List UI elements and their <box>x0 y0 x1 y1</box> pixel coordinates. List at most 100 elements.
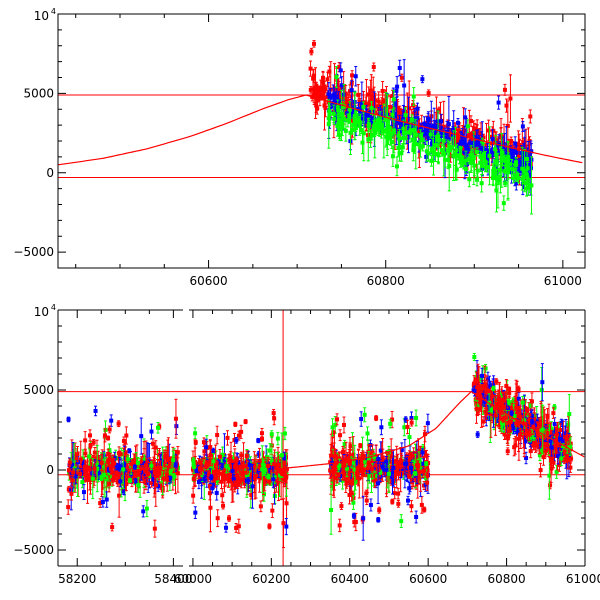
data-point <box>483 159 488 164</box>
data-point <box>66 417 71 422</box>
data-point <box>373 104 378 109</box>
data-point <box>482 148 487 153</box>
data-point <box>142 457 147 462</box>
data-point <box>110 525 115 530</box>
data-point <box>320 75 325 80</box>
data-point <box>345 118 350 123</box>
data-point <box>167 479 172 484</box>
data-point <box>390 154 395 159</box>
data-point <box>108 455 113 460</box>
data-point <box>376 99 381 104</box>
data-point <box>438 141 443 146</box>
data-point <box>402 121 407 126</box>
data-point <box>350 128 355 133</box>
data-point <box>410 130 415 135</box>
data-point <box>514 150 519 155</box>
data-point <box>131 470 136 475</box>
top-ytick-label: −5000 <box>13 245 54 259</box>
data-point <box>450 127 455 132</box>
data-point <box>441 124 446 129</box>
data-point <box>401 114 406 119</box>
data-point <box>312 94 317 99</box>
data-point <box>361 117 366 122</box>
data-point <box>470 131 475 136</box>
data-point <box>485 164 490 169</box>
data-point <box>66 487 71 492</box>
data-point <box>358 120 363 125</box>
data-point <box>345 101 350 106</box>
data-point <box>504 103 509 108</box>
top-xtick-label: 60800 <box>367 274 405 288</box>
data-point <box>420 77 425 82</box>
data-point <box>407 106 412 111</box>
data-point <box>426 91 431 96</box>
data-point <box>446 122 451 127</box>
data-point <box>446 137 451 142</box>
data-point <box>487 153 492 158</box>
data-point <box>428 132 433 137</box>
top-ytick-label: 0 <box>46 166 54 180</box>
data-point <box>336 88 341 93</box>
data-point <box>437 137 442 142</box>
data-point <box>379 123 384 128</box>
data-point <box>149 468 154 473</box>
data-point <box>166 456 171 461</box>
data-point <box>503 159 508 164</box>
data-point <box>463 115 468 120</box>
data-point <box>410 137 415 142</box>
data-point <box>336 121 341 126</box>
data-point <box>111 477 116 482</box>
data-point <box>349 118 354 123</box>
data-point <box>75 460 80 465</box>
data-point <box>116 467 121 472</box>
data-point <box>337 133 342 138</box>
data-point <box>477 141 482 146</box>
data-point <box>125 457 130 462</box>
data-point <box>397 65 402 70</box>
data-point <box>314 103 319 108</box>
data-point <box>318 85 323 90</box>
data-point <box>376 127 381 132</box>
data-point <box>466 157 471 162</box>
data-point <box>349 88 354 93</box>
data-point <box>390 124 395 129</box>
data-point <box>172 455 177 460</box>
data-point <box>376 121 381 126</box>
data-point <box>326 92 331 97</box>
data-point <box>429 147 434 152</box>
data-point <box>121 438 126 443</box>
data-point <box>347 114 352 119</box>
data-point <box>329 104 334 109</box>
data-point <box>447 164 452 169</box>
data-point <box>353 114 358 119</box>
data-point <box>471 156 476 161</box>
data-point <box>163 454 168 459</box>
data-point <box>341 104 346 109</box>
data-point <box>367 113 372 118</box>
data-point <box>518 169 523 174</box>
data-point <box>160 459 165 464</box>
data-point <box>475 130 480 135</box>
data-point <box>500 150 505 155</box>
data-point <box>527 161 532 166</box>
data-point <box>314 94 319 99</box>
data-point <box>404 130 409 135</box>
data-point <box>480 139 485 144</box>
data-point <box>168 461 173 466</box>
data-point <box>325 77 330 82</box>
data-point <box>418 145 423 150</box>
data-point <box>383 117 388 122</box>
data-point <box>456 149 461 154</box>
data-point <box>480 156 485 161</box>
data-point <box>425 122 430 127</box>
data-point <box>343 128 348 133</box>
data-point <box>394 119 399 124</box>
data-point <box>322 103 327 108</box>
data-point <box>360 140 365 145</box>
data-point <box>368 88 373 93</box>
top-xtick-label: 60600 <box>189 274 227 288</box>
data-point <box>334 75 339 80</box>
data-point <box>94 461 99 466</box>
data-point <box>371 116 376 121</box>
